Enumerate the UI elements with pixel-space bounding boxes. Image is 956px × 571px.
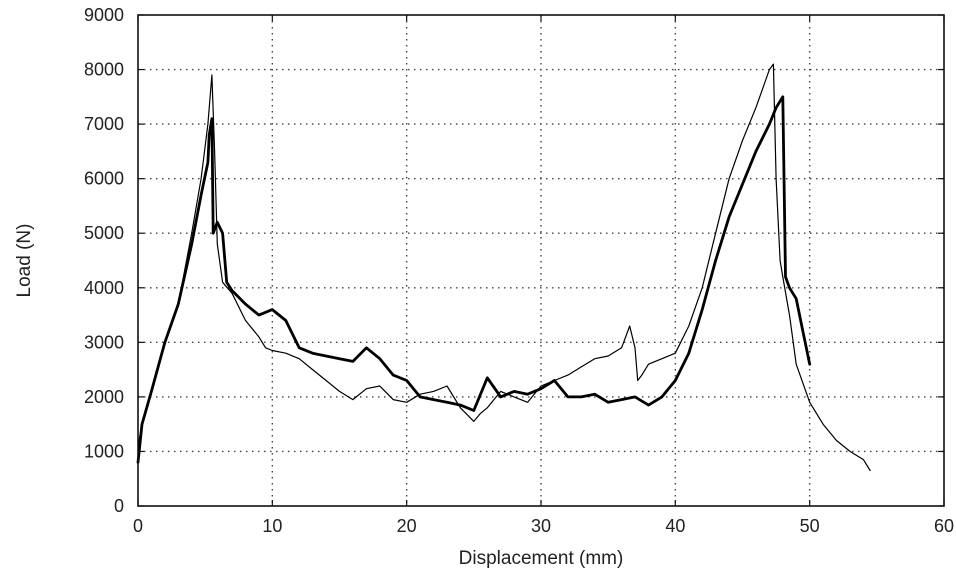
series-line-thin	[137, 63, 871, 472]
y-tick-label: 7000	[84, 114, 124, 134]
y-tick-label: 2000	[84, 387, 124, 407]
series-lines	[136, 63, 871, 472]
y-tick-label: 4000	[84, 278, 124, 298]
x-axis-label: Displacement (mm)	[459, 548, 624, 569]
x-tick-label: 50	[800, 516, 820, 536]
axis-ticks	[137, 14, 945, 507]
x-tick-label: 20	[397, 516, 417, 536]
x-tick-label: 40	[665, 516, 685, 536]
y-tick-label: 3000	[84, 332, 124, 352]
series-line-thick	[136, 95, 812, 464]
y-tick-label: 0	[114, 496, 124, 516]
plot-frame	[137, 14, 945, 507]
x-tick-label: 10	[262, 516, 282, 536]
y-axis-label: Load (N)	[14, 224, 35, 298]
grid-lines	[138, 15, 944, 506]
y-tick-label: 9000	[84, 5, 124, 25]
y-tick-labels: 0 1000 2000 3000 4000 5000 6000 7000 8000 9000	[84, 5, 124, 516]
y-tick-label: 8000	[84, 60, 124, 80]
x-tick-label: 0	[133, 516, 143, 536]
x-tick-label: 30	[531, 516, 551, 536]
x-tick-labels: 0 10 20 30 40 50 60	[133, 516, 954, 536]
x-tick-label: 60	[934, 516, 954, 536]
y-tick-label: 1000	[84, 441, 124, 461]
y-tick-label: 6000	[84, 169, 124, 189]
y-tick-label: 5000	[84, 223, 124, 243]
